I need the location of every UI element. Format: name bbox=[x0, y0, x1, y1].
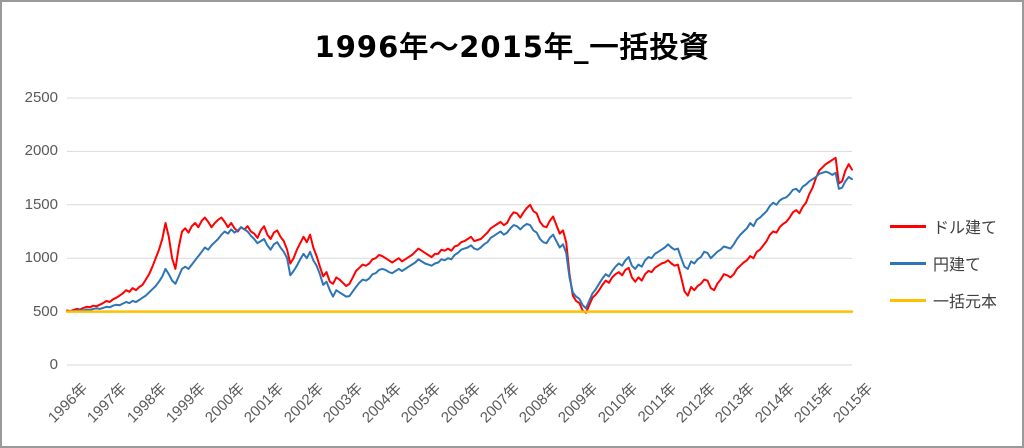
y-tick-label: 1000 bbox=[24, 249, 58, 267]
series-line bbox=[66, 170, 853, 313]
legend-item-label: ドル建て bbox=[933, 218, 998, 237]
series-line bbox=[66, 156, 853, 314]
y-tick-label: 0 bbox=[49, 356, 58, 373]
legend-item: ドル建て bbox=[890, 216, 998, 237]
legend-item: 一括元本 bbox=[890, 290, 998, 311]
chart-title: 1996年～2015年_一括投資 bbox=[314, 30, 710, 64]
legend-line-swatch bbox=[890, 261, 926, 265]
y-tick-label: 1500 bbox=[24, 195, 58, 213]
chart-legend: ドル建て円建て一括元本 bbox=[890, 216, 997, 327]
y-tick-label: 2500 bbox=[24, 89, 58, 106]
legend-item: 円建て bbox=[890, 253, 997, 274]
y-tick-label: 2000 bbox=[24, 142, 58, 160]
y-tick-label: 500 bbox=[32, 302, 58, 320]
legend-line-swatch bbox=[890, 298, 926, 302]
legend-line-swatch bbox=[890, 224, 926, 228]
legend-item-label: 一括元本 bbox=[933, 292, 998, 311]
legend-item-label: 円建て bbox=[933, 255, 982, 274]
